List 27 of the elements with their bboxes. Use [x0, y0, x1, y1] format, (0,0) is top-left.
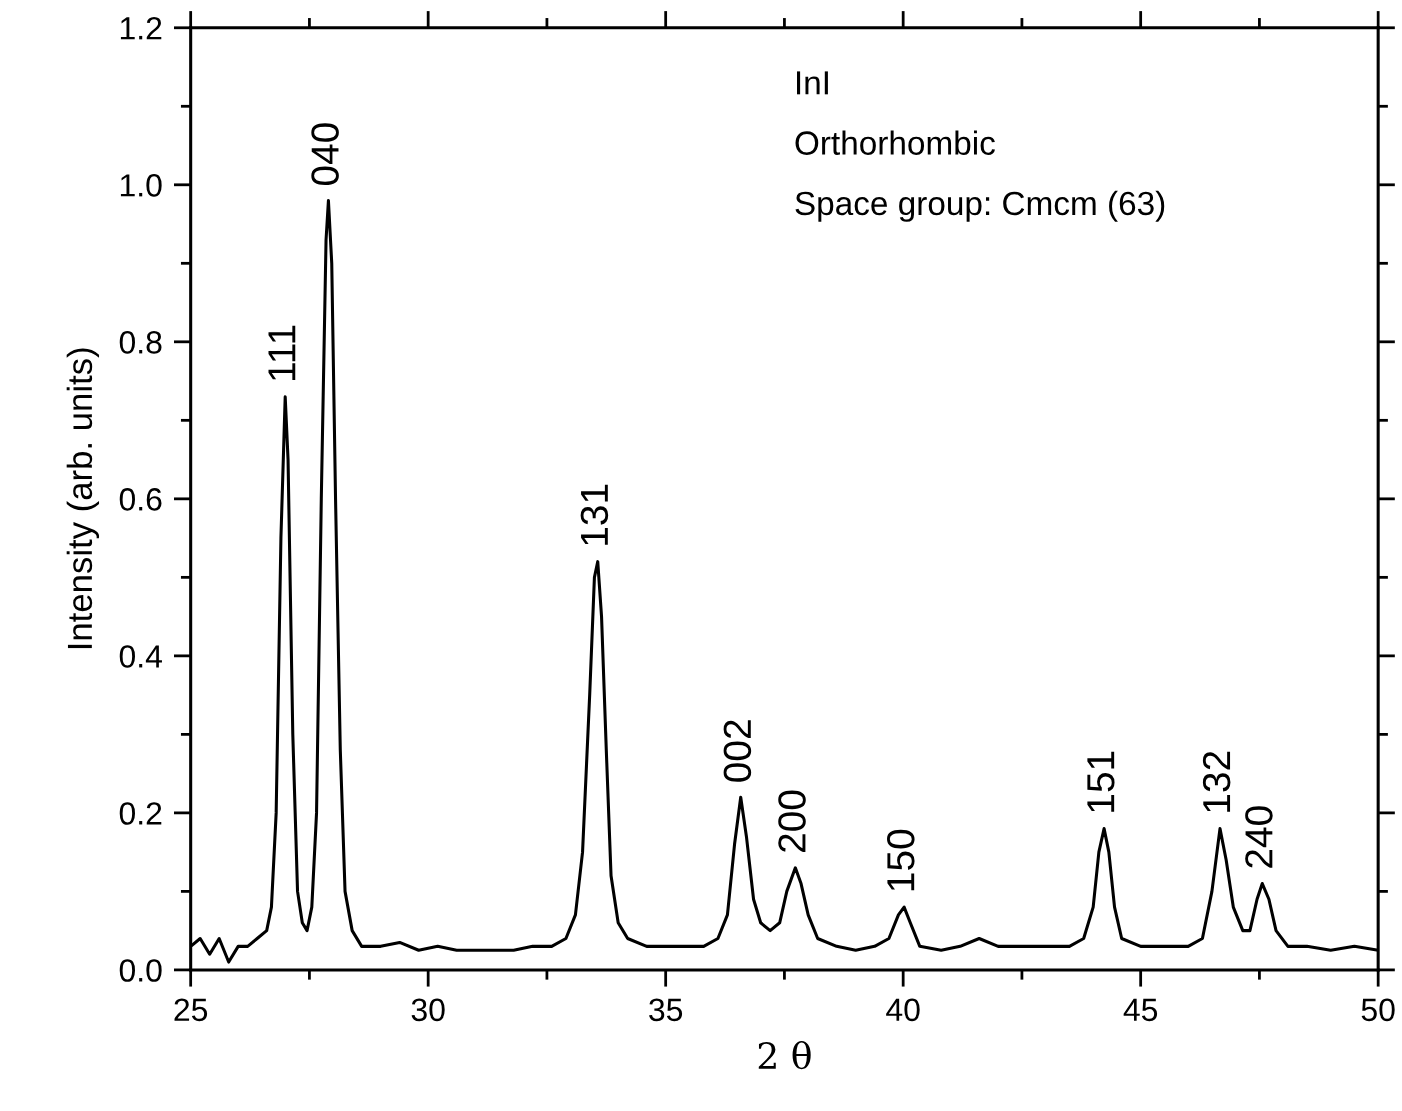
y-tick-label: 0.6 [119, 488, 162, 511]
x-tick-label: 25 [174, 998, 208, 1022]
annotation: 240 [1245, 806, 1273, 868]
annotation: 002 [723, 720, 752, 782]
annotation: 151 [1087, 751, 1115, 812]
y-tick-label: 0.4 [119, 645, 162, 668]
annotation: 132 [1202, 751, 1231, 812]
annotation: InI [797, 71, 828, 95]
x-tick-label: 30 [411, 998, 445, 1022]
y-tick-label: 1.0 [120, 174, 162, 197]
y-tick-label: 0.2 [119, 802, 162, 825]
y-axis-title: Intensity (arb. units) [66, 348, 100, 649]
x-tick-label: 40 [886, 998, 920, 1022]
x-tick-label: 50 [1361, 998, 1395, 1022]
x-axis-title: 2 θ [758, 1040, 811, 1070]
annotation: Space group: Cmcm (63) [795, 190, 1165, 222]
y-tick-label: 0.0 [119, 959, 162, 982]
annotation: 040 [311, 123, 339, 186]
x-tick-label: 45 [1123, 998, 1158, 1022]
annotation: 150 [887, 829, 915, 891]
annotation: 131 [580, 484, 609, 545]
annotation: 111 [268, 325, 296, 380]
x-tick-label: 35 [649, 998, 683, 1022]
y-tick-label: 1.2 [120, 17, 162, 40]
y-tick-label: 0.8 [119, 331, 162, 354]
annotation: 200 [778, 790, 806, 852]
annotation: Orthorhombic [795, 130, 995, 155]
